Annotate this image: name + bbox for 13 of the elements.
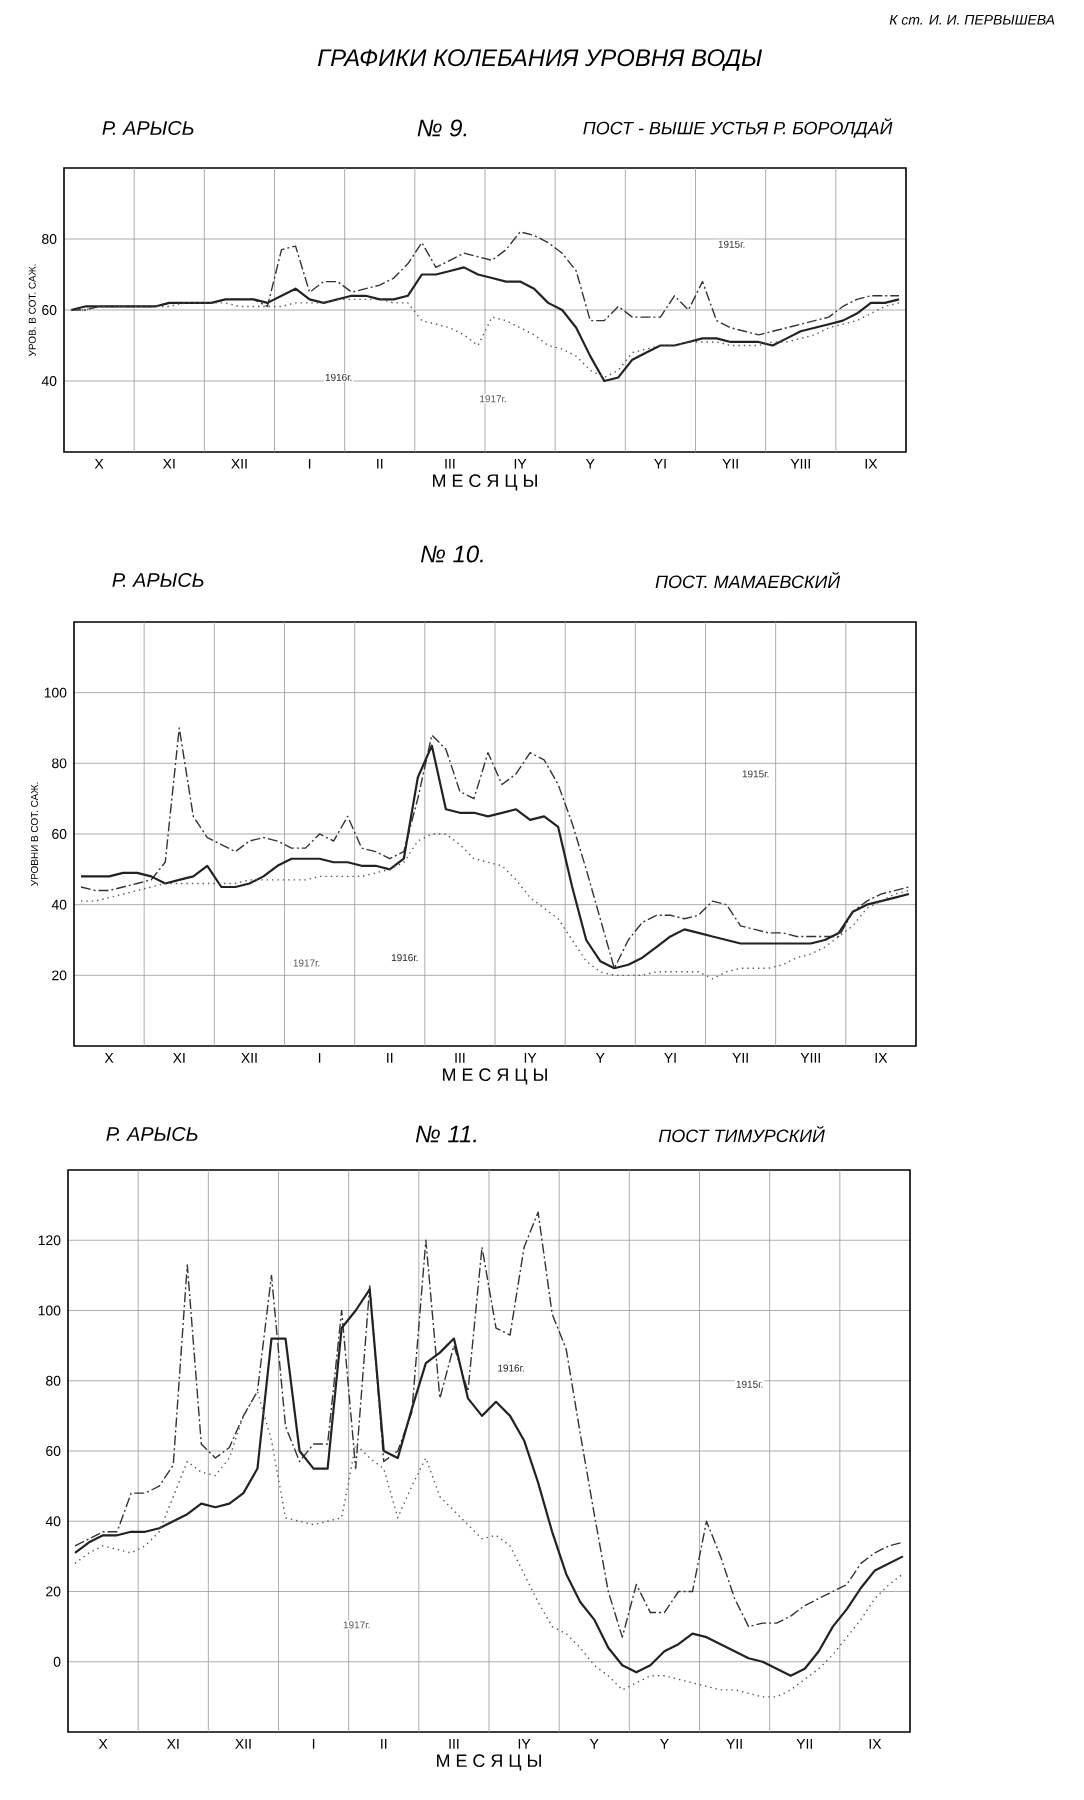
- chart-subtitle: ПОСТ. МАМАЕВСКИЙ: [655, 571, 841, 589]
- chart-subtitle: ПОСТ - ВЫШЕ УСТЬЯ Р. БОРОЛДАЙ: [583, 118, 893, 138]
- chart-subtitle: ПОСТ ТИМУРСКИЙ: [658, 1125, 825, 1143]
- x-axis-title: М Е С Я Ц Ы: [433, 474, 537, 491]
- text: Р. АРЫСЬ: [102, 120, 194, 136]
- x-axis-title: М Е С Я Ц Ы: [437, 1754, 541, 1771]
- x-axis-title: М Е С Я Ц Ы: [443, 1068, 547, 1085]
- chart-title: № 10.: [420, 545, 483, 563]
- chart-title: № 11.: [415, 1125, 476, 1143]
- text: Р. АРЫСЬ: [112, 572, 204, 588]
- text: Р. АРЫСЬ: [106, 1126, 198, 1142]
- text: ГРАФИКИ КОЛЕБАНИЯ УРОВНЯ ВОДЫ: [317, 49, 762, 71]
- chart-title: № 9.: [417, 119, 467, 137]
